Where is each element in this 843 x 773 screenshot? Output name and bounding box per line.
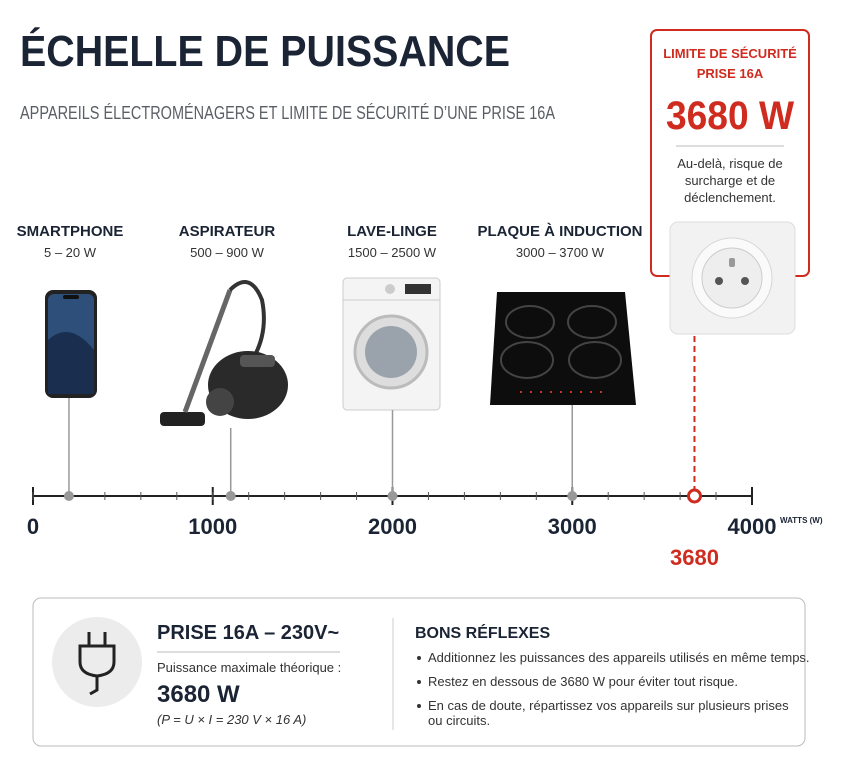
limit-title: LIMITE DE SÉCURITÉ <box>663 46 797 61</box>
appliance-name: PLAQUE À INDUCTION <box>478 223 643 240</box>
scale: 0 1000 2000 3000 4000 WATTS (W) SMARTPHONE 5 – … <box>17 223 823 570</box>
tips-title: BONS RÉFLEXES <box>415 623 550 642</box>
smartphone-image <box>45 290 97 398</box>
limit-label: 3680 <box>670 545 719 570</box>
plug-icon <box>52 617 142 707</box>
tick-label: 3000 <box>548 514 597 539</box>
info-caption: Puissance maximale théorique : <box>157 660 341 675</box>
limit-note: Au-delà, risque de <box>677 156 783 171</box>
marker <box>225 491 236 501</box>
appliance-name: LAVE-LINGE <box>347 223 437 240</box>
tick-label: 0 <box>27 514 39 539</box>
washer-image <box>342 277 441 411</box>
info-formula: (P = U × I = 230 V × 16 A) <box>157 712 306 727</box>
vacuum-image <box>160 280 288 426</box>
marker <box>387 491 398 501</box>
socket-image <box>669 221 796 335</box>
bullet <box>417 656 421 660</box>
info-value: 3680 W <box>157 681 240 708</box>
appliance-range: 3000 – 3700 W <box>516 245 605 260</box>
tips: Additionnez les puissances des appareils… <box>417 650 810 728</box>
limit-note: surcharge et de <box>685 173 775 188</box>
appliance-range: 5 – 20 W <box>44 245 97 260</box>
marker <box>63 491 74 501</box>
limit-value: 3680 W <box>666 94 794 138</box>
tip: Restez en dessous de 3680 W pour éviter … <box>428 674 738 689</box>
tip: ou circuits. <box>428 713 490 728</box>
tick-label: 4000 <box>728 514 777 539</box>
unit-label: WATTS (W) <box>780 516 823 525</box>
appliance-range: 1500 – 2500 W <box>348 245 437 260</box>
tip: En cas de doute, répartissez vos apparei… <box>428 698 789 713</box>
appliance-name: ASPIRATEUR <box>179 223 276 240</box>
marker <box>567 491 578 501</box>
limit-title: PRISE 16A <box>697 66 764 81</box>
tip: Additionnez les puissances des appareils… <box>428 650 810 665</box>
tick-label: 1000 <box>188 514 237 539</box>
bullet <box>417 704 421 708</box>
info-title: PRISE 16A – 230V~ <box>157 622 339 644</box>
bullet <box>417 680 421 684</box>
subtitle: APPAREILS ÉLECTROMÉNAGERS ET LIMITE DE S… <box>20 103 555 123</box>
appliance-range: 500 – 900 W <box>190 245 264 260</box>
limit-marker <box>686 488 702 504</box>
info-box <box>32 597 806 747</box>
appliance-name: SMARTPHONE <box>17 223 124 240</box>
limit-note: déclenchement. <box>684 190 776 205</box>
title: ÉCHELLE DE PUISSANCE <box>20 26 510 76</box>
cooktop-image <box>490 292 636 405</box>
tick-label: 2000 <box>368 514 417 539</box>
